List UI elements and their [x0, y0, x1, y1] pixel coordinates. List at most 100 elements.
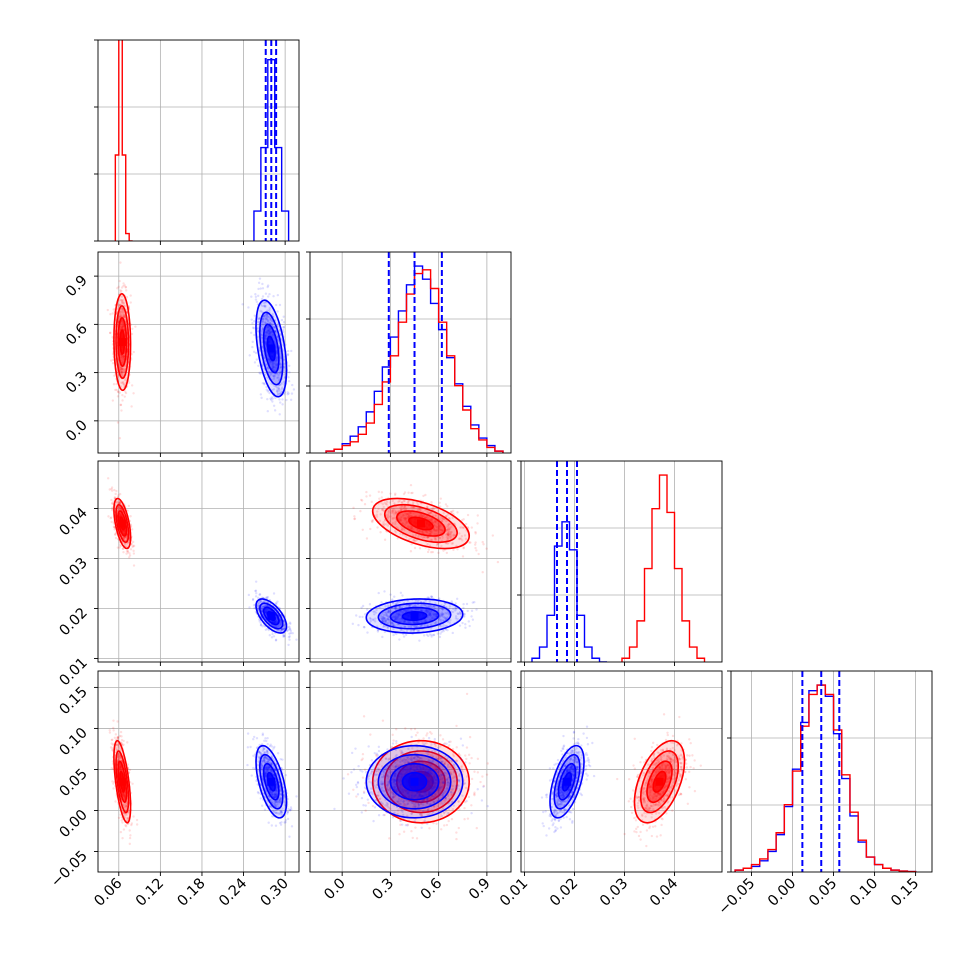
scatter-point: [266, 309, 269, 312]
scatter-point: [276, 310, 279, 313]
scatter-point: [116, 546, 120, 549]
scatter-point: [265, 608, 269, 611]
scatter-point: [116, 495, 120, 499]
scatter-point: [119, 367, 122, 370]
scatter-point: [119, 311, 122, 314]
scatter-point: [254, 298, 258, 301]
scatter-point: [448, 527, 452, 531]
scatter-point: [275, 624, 279, 628]
scatter-point: [407, 491, 410, 494]
scatter-point: [485, 547, 488, 550]
panel-plot-area: [98, 252, 299, 453]
scatter-point: [365, 490, 368, 494]
scatter-point: [120, 319, 124, 323]
scatter-point: [272, 295, 275, 298]
panel-2-1: [306, 460, 512, 666]
scatter-point: [257, 618, 261, 621]
scatter-point: [274, 639, 278, 642]
scatter-point: [377, 490, 381, 494]
scatter-point: [442, 517, 446, 521]
scatter-point: [266, 326, 269, 329]
scatter-point: [117, 816, 121, 820]
scatter-point: [359, 498, 363, 502]
scatter-point: [258, 277, 262, 280]
scatter-point: [128, 554, 132, 557]
scatter-point: [266, 366, 270, 370]
scatter-point: [357, 623, 360, 627]
scatter-point: [119, 513, 122, 516]
scatter-point: [108, 331, 112, 335]
scatter-point: [272, 592, 276, 595]
scatter-point: [280, 628, 284, 631]
scatter-point: [118, 492, 122, 496]
scatter-point: [113, 488, 116, 492]
scatter-point: [286, 393, 289, 396]
scatter-point: [275, 390, 279, 393]
scatter-point: [407, 500, 410, 503]
scatter-point: [360, 606, 363, 609]
scatter-point: [279, 401, 282, 404]
scatter-point: [114, 388, 117, 392]
scatter-point: [122, 369, 126, 373]
scatter-point: [270, 319, 274, 323]
scatter-point: [116, 287, 119, 290]
scatter-point: [264, 333, 268, 337]
scatter-point: [432, 633, 435, 637]
scatter-point: [268, 633, 271, 637]
scatter-point: [456, 548, 459, 551]
scatter-point: [109, 517, 112, 520]
scatter-point: [280, 365, 283, 369]
scatter-point: [276, 392, 280, 395]
scatter-point: [117, 501, 121, 505]
scatter-point: [264, 610, 267, 613]
scatter-point: [470, 609, 474, 613]
scatter-point: [118, 279, 121, 283]
scatter-point: [121, 325, 124, 328]
scatter-point: [455, 597, 459, 601]
scatter-point: [119, 403, 123, 407]
scatter-point: [122, 547, 125, 550]
scatter-point: [112, 729, 115, 732]
scatter-point: [122, 530, 125, 533]
scatter-point: [120, 309, 124, 312]
scatter-point: [383, 501, 386, 504]
scatter-point: [263, 383, 266, 386]
scatter-point: [462, 602, 465, 606]
scatter-point: [263, 321, 267, 325]
scatter-point: [405, 512, 409, 516]
scatter-point: [123, 532, 126, 535]
scatter-point: [277, 386, 280, 390]
density-peak: [410, 612, 419, 620]
panel-2-0: 0.010.020.030.04: [57, 460, 300, 689]
panel-plot-area: [310, 461, 511, 662]
scatter-point: [283, 367, 286, 370]
scatter-point: [132, 544, 136, 548]
scatter-point: [126, 549, 130, 553]
y-tick-label: 0.04: [57, 505, 91, 539]
scatter-point: [408, 511, 411, 514]
scatter-point: [268, 331, 271, 334]
scatter-point: [452, 548, 455, 552]
scatter-point: [380, 496, 383, 499]
scatter-point: [403, 506, 406, 509]
scatter-point: [387, 515, 391, 518]
scatter-point: [264, 612, 267, 615]
scatter-point: [123, 395, 126, 398]
scatter-point: [264, 346, 268, 349]
scatter-point: [261, 604, 264, 607]
scatter-point: [279, 620, 282, 623]
scatter-point: [123, 316, 127, 319]
scatter-point: [130, 332, 134, 336]
scatter-point: [118, 303, 121, 307]
scatter-point: [278, 624, 281, 628]
scatter-point: [272, 374, 275, 378]
scatter-point: [120, 286, 124, 289]
scatter-point: [496, 560, 500, 564]
scatter-point: [282, 380, 286, 383]
scatter-point: [274, 625, 278, 628]
scatter-point: [439, 497, 443, 500]
scatter-point: [355, 614, 358, 617]
scatter-point: [410, 491, 413, 495]
scatter-point: [116, 421, 120, 424]
scatter-point: [282, 315, 285, 318]
